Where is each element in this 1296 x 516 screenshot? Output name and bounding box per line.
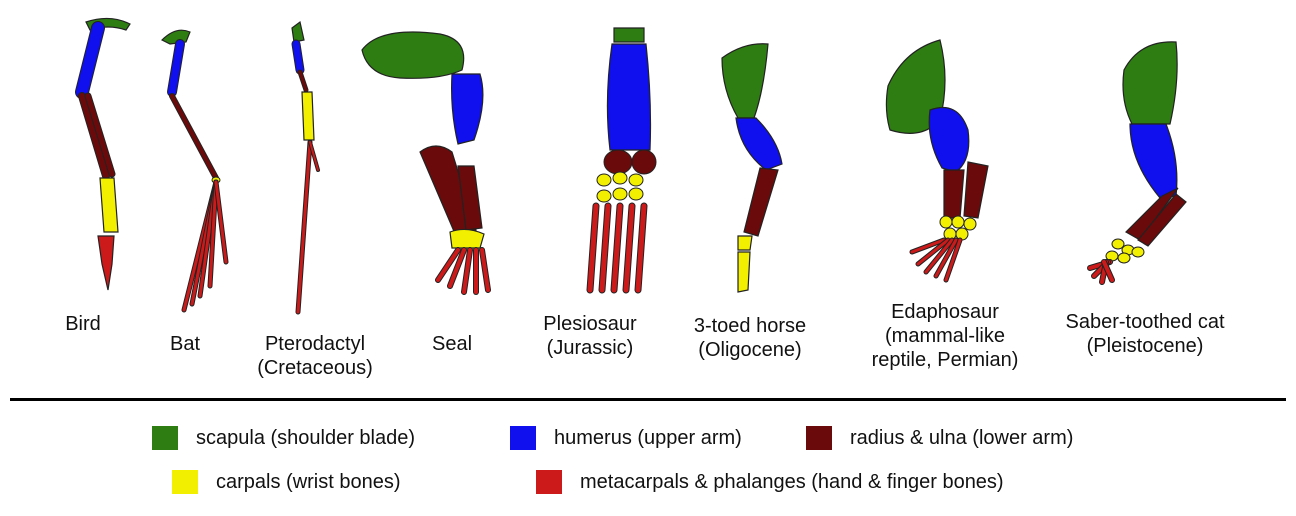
legend-swatch-metacarpals [536, 470, 562, 494]
pterodactyl-carpals [301, 91, 315, 141]
bat-humerus [168, 40, 184, 96]
plesiosaur-finger-3 [623, 203, 635, 293]
legend-radius-ulna: radius & ulna (lower arm) [806, 426, 1073, 450]
legend-swatch-scapula [152, 426, 178, 450]
edaphosaur-finger-1 [916, 238, 950, 266]
edaphosaur-carpal-4 [955, 227, 969, 241]
3-toed-horse-scapula [721, 43, 769, 119]
saber-cat-scapula [1122, 41, 1178, 125]
label-bird: Bird [65, 313, 101, 335]
plesiosaur-finger-1 [599, 203, 611, 293]
label-bat: Bat [169, 333, 201, 355]
edaphosaur-carpal-1 [951, 215, 965, 229]
legend-label: scapula (shoulder blade) [196, 426, 416, 449]
label-saber-toothed-cat: Saber-toothed cat (Pleistocene) [1065, 311, 1225, 357]
label-edaphosaur: Edaphosaur (mammal-like reptile, Permian… [871, 301, 1019, 371]
label-seal: Seal [431, 333, 473, 355]
bird-carpals [99, 177, 119, 233]
legend-label: carpals (wrist bones) [216, 470, 401, 493]
pterodactyl-radius [298, 70, 308, 92]
edaphosaur-finger-2 [924, 238, 954, 274]
seal-ulna [457, 165, 483, 231]
bat-finger-4 [214, 180, 228, 264]
plesiosaur-carpal-0 [596, 173, 612, 187]
plesiosaur-scapula [613, 27, 645, 43]
edaphosaur-carpal-3 [943, 227, 957, 241]
saber-cat-carpal-3 [1117, 252, 1131, 264]
saber-cat-ulna [1137, 193, 1187, 247]
edaphosaur-ulna [963, 161, 989, 219]
plesiosaur-finger-0 [587, 203, 599, 293]
bird-ulna [85, 93, 115, 177]
pterodactyl-scapula [291, 20, 305, 43]
label-pterodactyl: Pterodactyl (Cretaceous) [257, 333, 373, 379]
plesiosaur-carpal-2 [628, 173, 644, 187]
legend-carpals: carpals (wrist bones) [172, 470, 401, 494]
bird-radius [79, 93, 109, 179]
plesiosaur-radius [603, 149, 633, 175]
edaphosaur-finger-3 [934, 238, 958, 278]
divider-line [10, 398, 1286, 401]
plesiosaur-carpal-1 [612, 171, 628, 185]
seal-finger-4 [480, 248, 490, 292]
plesiosaur-finger-4 [635, 203, 647, 293]
legend-swatch-carpals [172, 470, 198, 494]
legend-swatch-humerus [510, 426, 536, 450]
plesiosaur-ulna [631, 149, 657, 175]
plesiosaur-humerus [606, 43, 652, 151]
legend-label: metacarpals & phalanges (hand & finger b… [580, 470, 1004, 493]
3-toed-horse-radius [743, 167, 779, 237]
bird-humerus [76, 22, 104, 98]
edaphosaur-finger-4 [944, 238, 962, 282]
seal-finger-1 [448, 248, 466, 288]
legend-label: humerus (upper arm) [554, 426, 742, 449]
legend-scapula: scapula (shoulder blade) [152, 426, 415, 450]
seal-finger-2 [462, 248, 472, 294]
3-toed-horse-cannon [737, 251, 751, 293]
saber-cat-finger-3 [1102, 260, 1114, 282]
forelimb-diagram [75, 17, 1187, 315]
legend-swatch-radius-ulna [806, 426, 832, 450]
3-toed-horse-humerus [735, 117, 783, 171]
legend-metacarpals: metacarpals & phalanges (hand & finger b… [536, 470, 1004, 494]
plesiosaur-finger-2 [611, 203, 623, 293]
3-toed-horse-carpals [737, 235, 753, 251]
seal-finger-0 [436, 248, 460, 282]
edaphosaur-carpal-0 [939, 215, 953, 229]
saber-cat-carpal-0 [1111, 238, 1125, 250]
pterodactyl-humerus [292, 40, 304, 74]
legend-label: radius & ulna (lower arm) [850, 426, 1074, 449]
label-plesiosaur: Plesiosaur (Jurassic) [543, 313, 637, 359]
edaphosaur-radius [943, 169, 965, 219]
seal-scapula [361, 31, 465, 79]
seal-humerus [451, 73, 484, 145]
edaphosaur-carpal-2 [963, 217, 977, 231]
edaphosaur-finger-0 [910, 238, 946, 254]
plesiosaur-carpal-3 [596, 189, 612, 203]
saber-cat-humerus [1129, 123, 1178, 199]
edaphosaur-humerus [928, 106, 970, 173]
saber-cat-carpal-2 [1131, 246, 1145, 258]
bat-finger-3 [208, 180, 218, 288]
plesiosaur-carpal-5 [628, 187, 644, 201]
bat-radius [170, 94, 218, 180]
legend-humerus: humerus (upper arm) [510, 426, 742, 450]
label-3-toed-horse: 3-toed horse (Oligocene) [693, 315, 807, 361]
pterodactyl-claw [309, 141, 319, 171]
seal-carpals [449, 228, 485, 249]
bird-metacarpals [97, 235, 115, 291]
plesiosaur-carpal-4 [612, 187, 628, 201]
pterodactyl-wing-finger [296, 140, 312, 314]
